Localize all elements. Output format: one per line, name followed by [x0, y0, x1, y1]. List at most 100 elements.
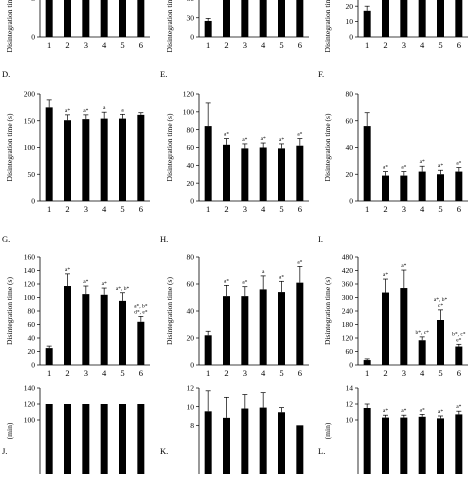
y-tick-label: 80	[187, 125, 195, 134]
x-tick-label: 6	[139, 368, 143, 378]
y-axis-title: (min)	[323, 422, 332, 439]
bar	[382, 417, 389, 479]
bar	[64, 0, 71, 37]
x-tick-label: 2	[383, 204, 387, 214]
bar	[259, 0, 267, 37]
y-tick-label: 0	[31, 361, 35, 370]
bar	[137, 0, 145, 37]
panel-label: L.	[318, 446, 325, 456]
bar	[363, 360, 371, 365]
x-tick-label: 3	[84, 204, 88, 214]
bar	[418, 340, 426, 365]
x-tick-label: 1	[365, 204, 369, 214]
significance-label: a*	[261, 136, 266, 142]
y-tick-label: 60	[346, 116, 354, 125]
y-axis-title: Disintegration time (s)	[323, 0, 332, 52]
x-tick-label: 3	[402, 40, 406, 50]
y-tick-label: 120	[24, 280, 36, 289]
significance-label: a*	[279, 274, 284, 280]
panel-label: H.	[160, 234, 168, 244]
y-tick-label: 20	[346, 170, 354, 179]
significance-label: a*	[383, 165, 388, 171]
bar	[278, 148, 285, 201]
panel-label: E.	[160, 69, 167, 79]
bar	[204, 126, 212, 201]
chart-panel-8: H. 0 20 40 60 80 Disintegration time (s) 1 a* 2 a*…	[160, 234, 309, 378]
y-tick-label: 160	[24, 253, 36, 262]
bar	[400, 288, 408, 365]
bar	[382, 0, 389, 37]
y-tick-label: 140	[24, 266, 36, 275]
significance-label: a*, b*	[116, 286, 130, 292]
bar	[119, 0, 126, 37]
bar	[259, 407, 267, 479]
bar	[278, 412, 285, 479]
x-tick-label: 5	[120, 40, 124, 50]
significance-label: e*	[456, 337, 461, 343]
significance-label: a*	[401, 263, 406, 269]
panel-label: F.	[318, 69, 324, 79]
bar	[45, 404, 53, 479]
y-tick-label: 100	[24, 293, 36, 302]
y-tick-label: 30	[187, 13, 195, 22]
chart-panel-11: K. 8 10 12	[160, 384, 304, 479]
significance-label: a	[121, 107, 124, 113]
x-tick-label: 1	[206, 204, 210, 214]
x-tick-label: 5	[279, 204, 283, 214]
significance-label: a*	[83, 108, 88, 114]
y-tick-label: 120	[342, 334, 354, 343]
y-tick-label: 80	[28, 307, 36, 316]
bar	[363, 408, 371, 479]
y-tick-label: 240	[342, 307, 354, 316]
significance-label: a*, b*	[434, 297, 448, 303]
bar	[45, 0, 53, 37]
y-tick-label: 0	[349, 33, 353, 42]
x-tick-label: 1	[206, 368, 210, 378]
bar	[455, 414, 463, 479]
x-tick-label: 2	[224, 368, 228, 378]
y-tick-label: 0	[31, 197, 35, 206]
x-tick-label: 2	[65, 40, 69, 50]
significance-label: d*, e*	[134, 309, 148, 315]
bar	[437, 320, 444, 365]
significance-label: a*	[456, 161, 461, 167]
bar	[119, 404, 126, 479]
y-axis-title: Disintegration time (s)	[165, 0, 174, 52]
significance-label: a*	[383, 272, 388, 278]
significance-label: a*	[65, 108, 70, 114]
x-tick-label: 6	[457, 368, 461, 378]
y-tick-label: 0	[349, 361, 353, 370]
x-tick-label: 6	[298, 40, 302, 50]
x-tick-label: 5	[438, 40, 442, 50]
bar	[223, 0, 230, 38]
significance-label: a*	[420, 407, 425, 413]
x-tick-label: 1	[365, 40, 369, 50]
y-tick-label: 100	[183, 107, 195, 116]
y-tick-label: 300	[342, 293, 354, 302]
x-tick-label: 4	[420, 368, 425, 378]
bar	[82, 0, 90, 37]
y-tick-label: 150	[24, 116, 36, 125]
bar	[382, 292, 389, 365]
bar	[204, 411, 212, 479]
y-tick-label: 0	[190, 197, 194, 206]
significance-label: a	[103, 105, 106, 111]
x-tick-label: 6	[457, 204, 461, 214]
significance-label: a*	[383, 408, 388, 414]
x-tick-label: 1	[47, 204, 51, 214]
y-axis-title: (min)	[5, 422, 14, 439]
y-tick-label: 60	[187, 280, 195, 289]
y-tick-label: 20	[28, 347, 36, 356]
bar	[137, 321, 145, 365]
y-tick-label: 10	[346, 17, 354, 26]
x-tick-label: 1	[206, 40, 210, 50]
significance-label: a*	[279, 137, 284, 143]
bar	[45, 348, 53, 365]
x-tick-label: 4	[102, 40, 107, 50]
x-tick-label: 3	[402, 204, 406, 214]
y-tick-label: 140	[24, 384, 36, 393]
y-tick-label: 10	[346, 416, 354, 425]
x-tick-label: 4	[102, 368, 107, 378]
chart-panel-4: D. 0 50 100 150 200 Disintegration time (s) 1 a*…	[2, 69, 150, 214]
